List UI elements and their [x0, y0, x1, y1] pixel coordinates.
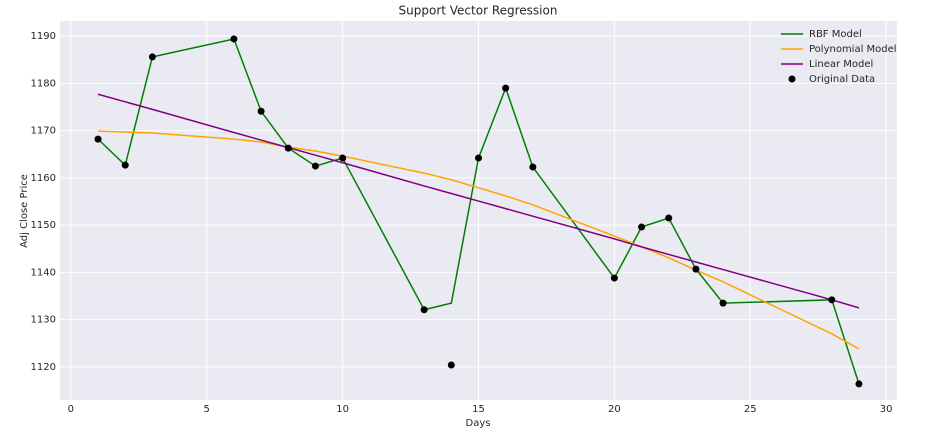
point [311, 162, 319, 170]
point [638, 223, 646, 231]
y-tick-label: 1160 [31, 173, 56, 184]
x-tick-label: 5 [204, 404, 210, 415]
legend-label: Linear Model [809, 59, 873, 70]
point [855, 380, 863, 388]
x-tick-label: 10 [336, 404, 349, 415]
legend-label: RBF Model [809, 29, 862, 40]
point [447, 361, 455, 369]
legend-label: Polynomial Model [809, 44, 897, 55]
x-tick-label: 0 [68, 404, 74, 415]
y-tick-label: 1190 [31, 31, 56, 42]
legend-marker [788, 75, 796, 83]
y-tick-label: 1130 [31, 315, 56, 326]
point [420, 306, 428, 314]
point [230, 35, 238, 43]
y-tick-label: 1140 [31, 267, 56, 278]
x-tick-label: 30 [880, 404, 893, 415]
legend-label: Original Data [809, 74, 875, 85]
point [94, 135, 102, 143]
grid [60, 21, 897, 400]
point [121, 161, 129, 169]
point [529, 163, 537, 171]
point [502, 84, 510, 92]
x-tick-label: 15 [472, 404, 485, 415]
point [284, 144, 292, 152]
chart-title: Support Vector Regression [399, 4, 558, 18]
point [148, 53, 156, 61]
point [610, 274, 618, 282]
x-axis-label: Days [466, 418, 491, 429]
point [665, 214, 673, 222]
y-tick-label: 1170 [31, 126, 56, 137]
y-tick-label: 1180 [31, 78, 56, 89]
point [339, 154, 347, 162]
point [692, 265, 700, 273]
y-tick-label: 1150 [31, 220, 56, 231]
x-tick-label: 25 [744, 404, 757, 415]
point [719, 299, 727, 307]
point [257, 107, 265, 115]
point [475, 154, 482, 162]
line [97, 93, 860, 309]
y-tick-label: 1120 [31, 362, 56, 373]
line [98, 130, 860, 350]
y-axis-label: Adj Close Price [19, 174, 30, 248]
point [828, 296, 836, 304]
x-tick-label: 20 [608, 404, 621, 415]
